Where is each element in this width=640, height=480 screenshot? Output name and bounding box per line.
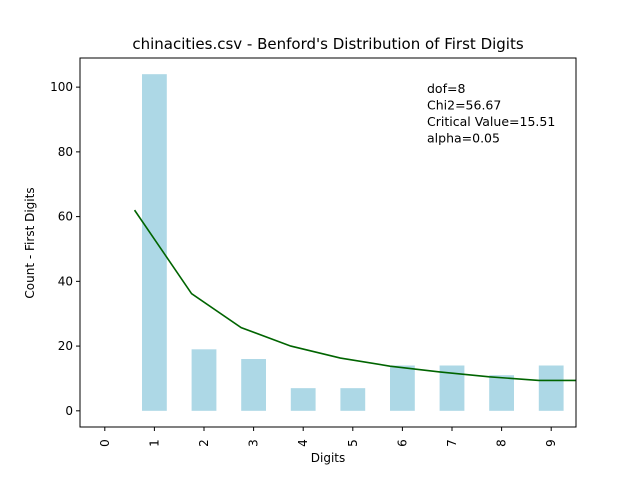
bar-5 <box>340 388 366 411</box>
x-tick-label-4: 4 <box>296 439 310 447</box>
plot-frame <box>79 57 577 428</box>
y-ticks: 0 20 40 60 80 100 <box>50 80 80 418</box>
bar-4 <box>290 388 316 411</box>
annotation-line-2: Critical Value=15.51 <box>427 114 555 129</box>
y-tick-label-0: 0 <box>65 404 73 418</box>
x-tick-label-6: 6 <box>395 439 409 447</box>
x-tick-label-3: 3 <box>247 439 261 447</box>
x-tick-label-0: 0 <box>98 439 112 447</box>
chart-title: chinacities.csv - Benford's Distribution… <box>132 35 524 53</box>
bar-9 <box>538 365 564 411</box>
y-tick-label-20: 20 <box>58 339 73 353</box>
annotation-line-0: dof=8 <box>427 81 465 96</box>
x-axis-label: Digits <box>311 451 345 465</box>
bars-layer <box>142 74 564 411</box>
annotation-line-1: Chi2=56.67 <box>427 98 501 113</box>
x-tick-label-1: 1 <box>147 439 161 447</box>
x-tick-label-2: 2 <box>197 439 211 447</box>
bar-8 <box>489 375 514 411</box>
x-tick-label-7: 7 <box>445 439 459 447</box>
bar-3 <box>241 359 266 411</box>
bar-2 <box>191 349 217 411</box>
annotation-line-3: alpha=0.05 <box>427 131 500 146</box>
x-tick-label-9: 9 <box>544 439 558 447</box>
x-tick-label-8: 8 <box>495 439 509 447</box>
y-tick-label-40: 40 <box>58 274 73 288</box>
y-tick-label-80: 80 <box>58 145 73 159</box>
x-tick-label-5: 5 <box>346 439 360 447</box>
x-ticks: 0 1 2 3 4 5 6 7 8 9 <box>98 427 558 447</box>
y-tick-label-60: 60 <box>58 210 73 224</box>
expected-line-layer <box>133 209 576 382</box>
expected-line <box>133 209 576 382</box>
bar-1 <box>142 74 167 411</box>
y-axis-label: Count - First Digits <box>23 187 37 298</box>
bar-6 <box>390 365 415 411</box>
y-tick-label-100: 100 <box>50 80 73 94</box>
